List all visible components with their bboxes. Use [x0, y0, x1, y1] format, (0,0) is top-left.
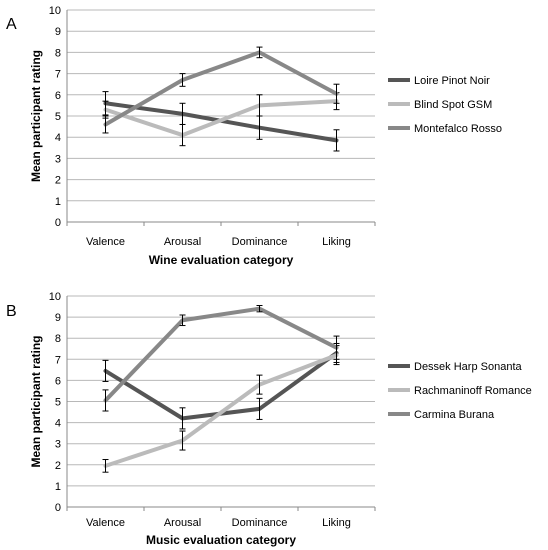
x-axis-title: Wine evaluation category	[149, 253, 294, 267]
x-tick-label: Valence	[86, 517, 125, 529]
x-tick-label: Arousal	[164, 236, 201, 248]
chart-panel-a: A 0 1 2 3 4 5 6 7 8 9 10 Valence Arousal Dominance Liki…	[6, 5, 502, 267]
panel-label: A	[6, 16, 17, 33]
y-tick-label: 6	[55, 90, 61, 102]
legend-label: Montefalco Rosso	[414, 123, 502, 135]
series-line	[103, 353, 339, 468]
y-tick-label: 4	[55, 418, 61, 430]
legend: Loire Pinot Noir Blind Spot GSM Montefalco…	[388, 75, 502, 135]
y-tick-label: 0	[55, 502, 61, 514]
legend-label: Blind Spot GSM	[414, 99, 492, 111]
series-line	[103, 306, 339, 403]
series-montefalco-rosso	[102, 46, 340, 134]
series-dessek-harp-sonanta	[102, 342, 340, 430]
y-tick-label: 9	[55, 26, 61, 38]
series-line	[103, 99, 339, 138]
panel-label: B	[6, 303, 17, 320]
y-tick-label: 8	[55, 47, 61, 59]
legend-label: Loire Pinot Noir	[414, 75, 490, 87]
y-axis-title: Mean participant rating	[29, 50, 43, 182]
x-tick-label: Arousal	[164, 517, 201, 529]
series-line	[103, 50, 339, 127]
y-tick-label: 9	[55, 312, 61, 324]
x-tick-label: Liking	[322, 236, 351, 248]
y-tick-label: 1	[55, 481, 61, 493]
y-tick-label: 10	[49, 291, 61, 303]
y-tick-label: 2	[55, 460, 61, 472]
y-tick-label: 5	[55, 111, 61, 123]
y-tick-label: 8	[55, 333, 61, 345]
x-tick-label: Dominance	[232, 236, 288, 248]
y-tick-label: 0	[55, 217, 61, 229]
series-carmina-burana	[102, 304, 340, 412]
y-tick-label: 3	[55, 153, 61, 165]
x-tick-label: Liking	[322, 517, 351, 529]
legend-label: Carmina Burana	[414, 409, 495, 421]
y-axis-title: Mean participant rating	[29, 335, 43, 467]
x-tick-label: Dominance	[232, 517, 288, 529]
y-tick-label: 10	[49, 5, 61, 17]
chart-panel-b: B 0 1 2 3 4 5 6 7 8 9 10 Valence Arousal Dominance Liki…	[6, 291, 532, 547]
x-tick-label: Valence	[86, 236, 125, 248]
x-axis-title: Music evaluation category	[146, 533, 296, 547]
legend-label: Dessek Harp Sonanta	[414, 361, 522, 373]
y-tick-label: 7	[55, 354, 61, 366]
legend-label: Rachmaninoff Romance	[414, 385, 532, 397]
series-blind-spot-gsm	[102, 92, 340, 147]
y-tick-label: 7	[55, 69, 61, 81]
y-tick-label: 3	[55, 439, 61, 451]
y-tick-label: 5	[55, 397, 61, 409]
y-tick-label: 1	[55, 196, 61, 208]
y-tick-label: 2	[55, 175, 61, 187]
legend: Dessek Harp Sonanta Rachmaninoff Romance C…	[388, 361, 532, 421]
y-tick-label: 4	[55, 132, 61, 144]
y-tick-label: 6	[55, 375, 61, 387]
